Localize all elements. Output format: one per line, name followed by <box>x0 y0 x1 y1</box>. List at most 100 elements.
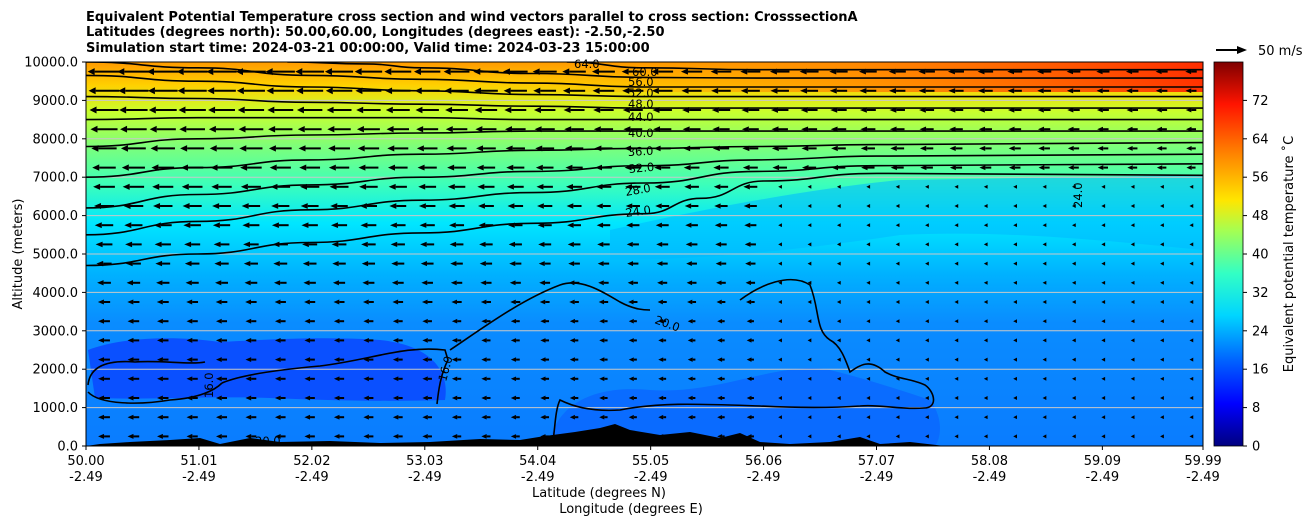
wind-vector-head <box>778 319 782 324</box>
wind-vector-head <box>1013 261 1017 266</box>
wind-vector-head <box>540 318 546 324</box>
x-axis-label-longitude: Longitude (degrees E) <box>559 502 703 517</box>
wind-vector-head <box>451 357 458 362</box>
wind-vector-head <box>89 106 97 114</box>
wind-vector-head <box>895 204 900 208</box>
wind-vector-head <box>983 223 988 228</box>
contour-line-64 <box>566 62 1203 71</box>
wind-vector-head <box>98 318 105 324</box>
wind-vector-head <box>596 203 603 209</box>
wind-vector-head <box>481 414 487 420</box>
wind-vector-head <box>919 145 927 152</box>
wind-vector-head <box>626 241 633 247</box>
wind-vector-head <box>540 395 546 401</box>
wind-vector-head <box>1071 357 1076 362</box>
wind-vector-head <box>740 87 748 94</box>
contour-label-16-0-mid: 16.0 <box>435 354 455 382</box>
wind-vector-head <box>657 299 663 305</box>
wind-vector-head <box>1042 184 1047 189</box>
wind-vector-head <box>304 318 311 324</box>
wind-vector-head <box>245 414 252 420</box>
wind-vector-head <box>983 204 988 208</box>
contour-label-44-0: 44.0 <box>628 110 654 124</box>
wind-vector-head <box>836 357 841 362</box>
wind-vector-head <box>568 261 575 267</box>
wind-vector-head <box>778 242 782 247</box>
wind-vector-head <box>889 88 897 94</box>
wind-vector-head <box>925 261 929 266</box>
wind-vector-head <box>1189 261 1194 266</box>
wind-vector-head <box>1160 357 1164 362</box>
x-tick-label-latitude: 58.08 <box>971 454 1008 469</box>
wind-vector-head <box>1038 165 1045 171</box>
wind-vector-head <box>238 125 246 133</box>
wind-vector-head <box>510 395 517 401</box>
wind-vector-head <box>983 357 988 362</box>
wind-vector-head <box>1160 376 1164 381</box>
wind-vector-head <box>206 68 214 76</box>
wind-vector-head <box>333 337 340 343</box>
wind-vector-head <box>599 318 605 324</box>
wind-vector-head <box>208 125 216 133</box>
wind-vector-head <box>1101 184 1106 189</box>
wind-vector-head <box>1130 376 1135 381</box>
wind-vector-head <box>778 415 782 420</box>
wind-vector-head <box>866 261 871 266</box>
wind-vector-head <box>1101 223 1106 228</box>
wind-vector-head <box>477 183 485 190</box>
wind-vector-head <box>127 395 134 401</box>
wind-vector-head <box>746 338 752 343</box>
wind-vector-head <box>297 125 305 133</box>
wind-vector-head <box>716 280 722 286</box>
wind-vector-head <box>481 338 487 343</box>
wind-vector-head <box>392 434 399 439</box>
wind-vector-head <box>117 68 125 76</box>
wind-vector-head <box>152 183 160 190</box>
x-tick-label-latitude: 55.05 <box>632 454 669 469</box>
wind-vector-head <box>245 337 252 343</box>
contour-line-60 <box>287 62 1203 79</box>
x-tick-label-latitude: 53.03 <box>406 454 443 469</box>
wind-vector-head <box>983 280 988 285</box>
wind-vector-head <box>215 357 222 363</box>
wind-vector-head <box>304 337 311 343</box>
wind-vector-head <box>1189 204 1194 208</box>
wind-vector-head <box>717 395 723 401</box>
wind-vector-head <box>331 241 339 248</box>
wind-vector-head <box>596 222 604 228</box>
wind-vector-head <box>510 414 517 420</box>
wind-vector-head <box>148 106 156 114</box>
wind-vector-head <box>714 203 721 209</box>
wind-vector-head <box>866 434 871 439</box>
wind-vector-head <box>866 184 871 189</box>
wind-vector-head <box>628 414 634 420</box>
wind-vector-head <box>392 395 399 401</box>
x-tick-label-longitude: -2.49 <box>860 470 894 485</box>
wind-vector-head <box>125 241 133 248</box>
wind-vector-head <box>742 164 750 171</box>
wind-vector-head <box>1160 415 1164 420</box>
wind-vector-head <box>597 261 604 267</box>
contour-label-64-0: 64.0 <box>574 57 600 71</box>
wind-vector-head <box>329 183 337 190</box>
wind-vector-head <box>363 318 369 324</box>
wind-vector-head <box>418 203 426 209</box>
wind-vector-head <box>510 376 517 382</box>
wind-vector-head <box>686 261 692 267</box>
wind-vector-head <box>1013 319 1017 324</box>
wind-vector-head <box>332 280 339 286</box>
wind-vector-head <box>477 203 485 209</box>
wind-vector-head <box>451 395 458 401</box>
wind-vector-head <box>98 357 105 363</box>
wind-vector-head <box>1042 357 1047 362</box>
wind-vector-head <box>236 87 244 95</box>
wind-vector-head <box>1189 357 1194 362</box>
wind-vector-head <box>948 88 956 94</box>
wind-vector-head <box>977 88 985 94</box>
wind-vector-head <box>184 260 192 267</box>
wind-vector-head <box>599 338 605 343</box>
wind-vector-head <box>274 376 281 382</box>
wind-vector-head <box>1042 223 1047 228</box>
wind-vector-head <box>1160 261 1164 266</box>
wind-vector-head <box>954 338 959 343</box>
